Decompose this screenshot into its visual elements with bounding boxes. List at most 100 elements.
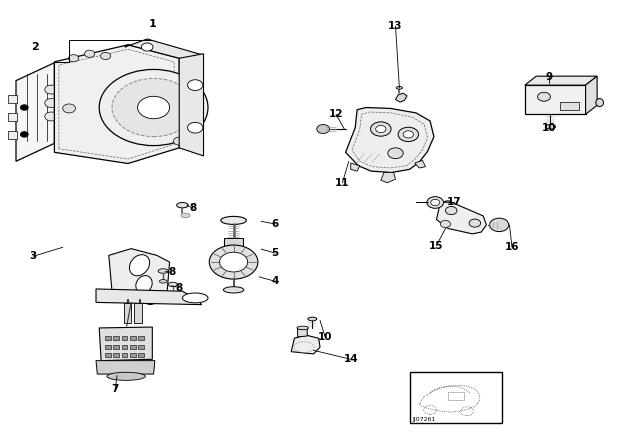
Polygon shape [96,289,202,305]
Text: 10: 10 [542,123,556,133]
Text: 2: 2 [31,43,39,52]
Polygon shape [525,76,597,85]
Text: 4: 4 [271,276,279,286]
Circle shape [440,220,451,228]
Circle shape [138,96,170,119]
Text: 5: 5 [271,248,279,258]
Circle shape [63,104,76,113]
Circle shape [220,252,248,272]
Ellipse shape [168,282,177,287]
Bar [113,345,119,349]
Circle shape [173,137,185,145]
Polygon shape [54,45,179,164]
Bar [124,303,131,323]
Text: 8: 8 [168,267,175,277]
Circle shape [431,199,440,206]
Text: 12: 12 [329,109,343,119]
Bar [113,336,119,340]
Circle shape [45,112,58,121]
Polygon shape [291,335,320,354]
Text: 8: 8 [175,283,183,293]
Circle shape [371,122,391,136]
Circle shape [20,105,28,110]
Ellipse shape [297,326,308,330]
Bar [410,372,502,423]
Text: 15: 15 [429,241,444,250]
Polygon shape [346,108,434,172]
Polygon shape [351,163,360,171]
Ellipse shape [396,86,403,89]
Polygon shape [96,361,155,374]
Polygon shape [125,39,202,67]
Ellipse shape [136,276,152,293]
Circle shape [445,207,457,215]
Text: 9: 9 [545,72,553,82]
Bar [448,392,464,400]
Circle shape [141,43,153,51]
Bar [122,353,127,357]
Bar [113,353,119,357]
Text: 13: 13 [388,21,403,31]
Polygon shape [396,93,407,102]
Polygon shape [586,76,597,114]
Circle shape [376,125,386,133]
Circle shape [100,52,111,60]
Circle shape [317,125,330,134]
Ellipse shape [159,280,167,283]
Bar [224,238,243,247]
Circle shape [403,131,413,138]
Ellipse shape [129,254,150,276]
Circle shape [388,148,403,159]
Polygon shape [415,160,426,168]
Bar [122,345,127,349]
Text: 3: 3 [29,251,37,261]
Circle shape [427,197,444,208]
Bar [105,345,111,349]
Bar [138,345,144,349]
Text: 17: 17 [447,198,461,207]
Bar [122,336,127,340]
Bar [130,345,136,349]
Polygon shape [381,172,396,183]
Bar [130,353,136,357]
Text: 11: 11 [335,178,349,188]
Text: 6: 6 [271,219,279,229]
Circle shape [45,85,58,94]
Bar [8,113,17,121]
Text: 16: 16 [505,242,519,252]
Ellipse shape [221,216,246,224]
Bar [560,102,579,110]
Circle shape [188,80,203,90]
Bar [8,95,17,103]
Text: 14: 14 [344,354,358,364]
Bar [105,353,111,357]
Ellipse shape [317,126,329,132]
Bar [138,336,144,340]
Ellipse shape [158,269,168,273]
Text: 1: 1 [148,19,156,29]
Polygon shape [99,327,152,361]
Circle shape [84,50,95,57]
Circle shape [398,127,419,142]
Polygon shape [109,249,170,305]
Bar [525,85,586,114]
Polygon shape [298,328,307,337]
Circle shape [45,99,58,108]
Polygon shape [16,63,54,161]
Circle shape [469,219,481,227]
Circle shape [112,78,195,137]
Text: 8: 8 [189,203,197,213]
Polygon shape [179,54,204,156]
Circle shape [188,122,203,133]
Ellipse shape [177,202,188,208]
Circle shape [68,55,79,62]
Bar [130,336,136,340]
Circle shape [209,245,258,279]
Ellipse shape [596,99,604,107]
Bar [105,336,111,340]
Circle shape [490,218,509,232]
Text: JJ07261: JJ07261 [413,418,436,422]
Bar [8,131,17,139]
Bar [138,353,144,357]
Circle shape [538,92,550,101]
